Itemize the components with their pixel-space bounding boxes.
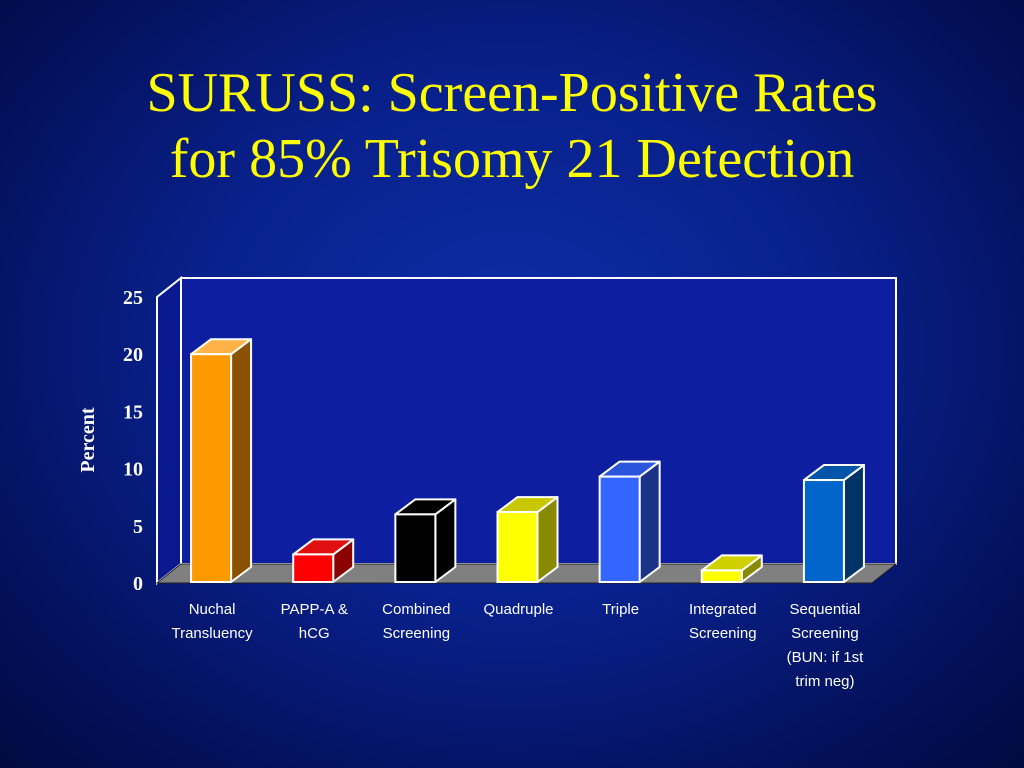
x-category-label: Integrated Screening <box>689 601 757 642</box>
y-tick-label: 15 <box>123 401 143 423</box>
x-category-label: Combined Screening <box>382 601 450 642</box>
title-line-1: SURUSS: Screen-Positive Rates <box>146 62 878 124</box>
bar <box>700 554 763 584</box>
y-tick-label: 0 <box>133 573 143 595</box>
x-axis-categories: Nuchal Transluency PAPP-A & hCG Combined Scre… <box>171 601 864 690</box>
x-category-label: Triple <box>602 601 639 618</box>
bar <box>292 538 355 584</box>
x-category-label: Nuchal Transluency <box>171 601 253 642</box>
y-tick-label: 10 <box>123 459 143 481</box>
left-wall <box>156 275 182 586</box>
bar-front <box>190 353 233 584</box>
x-category-label: Sequential Screening (BUN: if 1st trim neg) <box>787 601 865 690</box>
slide-title: SURUSS: Screen-Positive Rates for 85% Tr… <box>0 60 1024 192</box>
bar <box>394 498 457 583</box>
bar-side <box>638 460 661 583</box>
bar <box>802 464 865 584</box>
y-axis-ticks: 0 5 10 15 20 25 <box>123 287 143 595</box>
y-tick-label: 25 <box>123 287 143 309</box>
bar-front <box>802 479 845 584</box>
x-category-label: PAPP-A & hCG <box>281 601 348 642</box>
y-tick-label: 20 <box>123 344 143 366</box>
bar-front <box>700 569 743 584</box>
bar <box>598 460 661 583</box>
y-tick-label: 5 <box>133 516 143 538</box>
bar <box>190 338 253 584</box>
x-category-label: Quadruple <box>483 601 553 618</box>
bar-side <box>842 464 865 583</box>
bar-front <box>394 513 437 583</box>
bar <box>496 496 559 584</box>
bar-front <box>598 475 641 583</box>
bars <box>190 338 865 584</box>
bar-front <box>496 511 539 584</box>
title-line-2: for 85% Trisomy 21 Detection <box>169 128 855 190</box>
bar-front <box>292 553 335 584</box>
bar-side <box>230 338 253 583</box>
y-axis-label: Percent <box>77 407 99 472</box>
